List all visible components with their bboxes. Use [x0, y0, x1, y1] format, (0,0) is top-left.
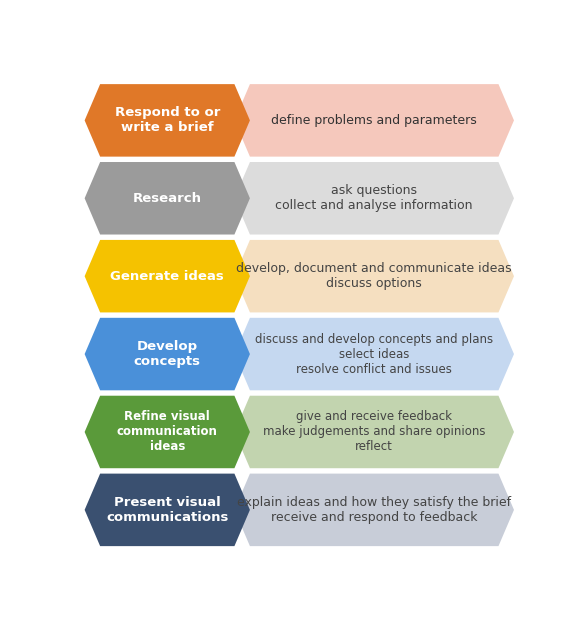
Polygon shape	[85, 396, 250, 468]
Polygon shape	[234, 84, 514, 157]
Polygon shape	[234, 240, 514, 313]
Text: Present visual
communications: Present visual communications	[106, 496, 228, 524]
Text: ask questions
collect and analyse information: ask questions collect and analyse inform…	[276, 184, 473, 212]
Polygon shape	[85, 240, 250, 313]
Text: Respond to or
write a brief: Respond to or write a brief	[114, 106, 220, 134]
Polygon shape	[234, 474, 514, 546]
Text: develop, document and communicate ideas
discuss options: develop, document and communicate ideas …	[237, 262, 512, 290]
Polygon shape	[234, 318, 514, 391]
Text: Develop
concepts: Develop concepts	[134, 340, 201, 368]
Text: discuss and develop concepts and plans
select ideas
resolve conflict and issues: discuss and develop concepts and plans s…	[255, 333, 493, 376]
Text: define problems and parameters: define problems and parameters	[272, 114, 477, 127]
Text: explain ideas and how they satisfy the brief
receive and respond to feedback: explain ideas and how they satisfy the b…	[237, 496, 511, 524]
Text: Research: Research	[133, 192, 202, 205]
Polygon shape	[85, 84, 250, 157]
Text: give and receive feedback
make judgements and share opinions
reflect: give and receive feedback make judgement…	[263, 411, 485, 454]
Text: Refine visual
communication
ideas: Refine visual communication ideas	[117, 411, 218, 454]
Polygon shape	[234, 162, 514, 235]
Polygon shape	[85, 318, 250, 391]
Polygon shape	[85, 474, 250, 546]
Text: Generate ideas: Generate ideas	[110, 270, 224, 283]
Polygon shape	[234, 396, 514, 468]
Polygon shape	[85, 162, 250, 235]
